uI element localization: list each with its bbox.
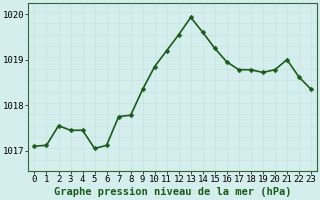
X-axis label: Graphe pression niveau de la mer (hPa): Graphe pression niveau de la mer (hPa): [54, 187, 292, 197]
